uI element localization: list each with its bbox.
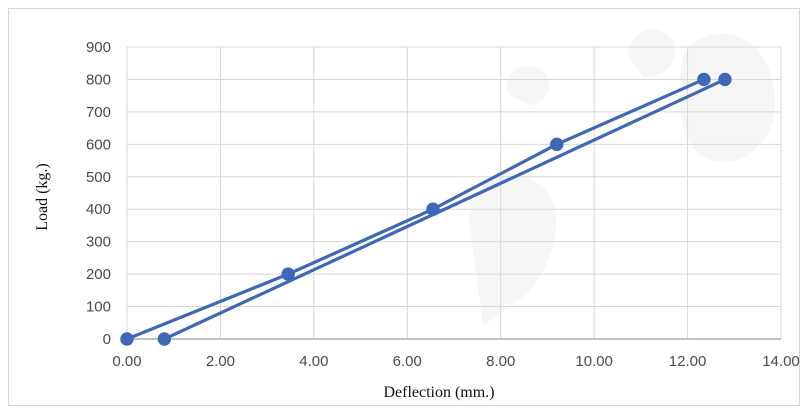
data-point: [718, 72, 732, 87]
data-point: [550, 137, 564, 152]
x-tick-label: 6.00: [393, 353, 422, 370]
data-point: [157, 332, 172, 346]
line-chart: 0 100 200 300 400 500 600 700 800 900 0.00 2.00 4.00…: [34, 29, 799, 401]
y-tick-label: 700: [86, 104, 111, 121]
tick-labels: 0 100 200 300 400 500 600 700 800 900 0.00 2.00 4.00…: [86, 39, 799, 370]
y-tick-label: 300: [86, 234, 111, 251]
x-tick-label: 4.00: [299, 353, 328, 370]
y-tick-label: 200: [86, 266, 111, 283]
y-axis-title: Load (kg.): [34, 163, 51, 231]
x-tick-label: 14.00: [762, 353, 799, 370]
x-tick-label: 2.00: [206, 353, 235, 370]
x-tick-label: 10.00: [575, 353, 613, 370]
x-tick-label: 12.00: [669, 353, 707, 370]
series-line-2: [162, 77, 727, 341]
x-tick-label: 0.00: [112, 353, 141, 370]
data-point: [120, 332, 134, 346]
y-tick-label: 100: [86, 299, 111, 316]
y-tick-label: 600: [86, 136, 111, 153]
chart-container: 0 100 200 300 400 500 600 700 800 900 0.00 2.00 4.00…: [8, 8, 800, 406]
grid: [126, 46, 782, 340]
data-point: [697, 72, 711, 87]
y-tick-label: 400: [86, 201, 111, 218]
axes: [126, 47, 781, 340]
y-tick-label: 500: [86, 169, 111, 186]
y-tick-label: 0: [103, 331, 111, 348]
x-tick-label: 8.00: [486, 353, 515, 370]
y-tick-label: 900: [86, 39, 111, 56]
series-layer: [120, 72, 732, 346]
watermark: [469, 29, 776, 326]
x-axis-title: Deflection (mm.): [383, 384, 494, 401]
y-tick-label: 800: [86, 71, 111, 88]
